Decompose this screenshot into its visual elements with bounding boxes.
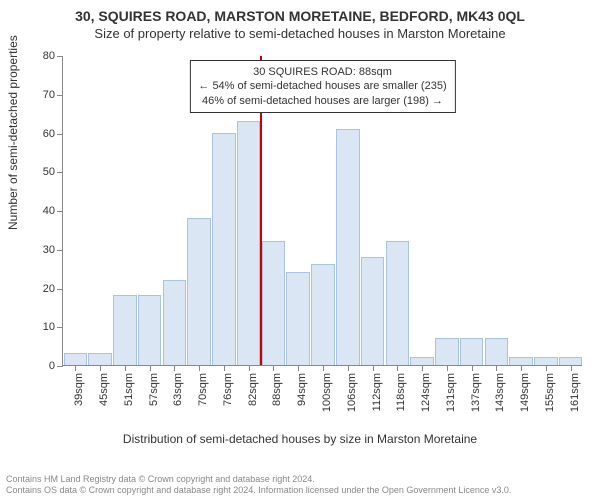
histogram-bar [286, 272, 310, 365]
histogram-bar [559, 357, 583, 365]
annotation-line-3: 46% of semi-detached houses are larger (… [198, 94, 446, 108]
histogram-bar [163, 280, 187, 365]
y-tick-label: 70 [43, 89, 63, 101]
y-tick-label: 20 [43, 283, 63, 295]
footer-attribution: Contains HM Land Registry data © Crown c… [6, 474, 511, 497]
y-tick-label: 0 [49, 360, 63, 372]
x-tick-label: 118sqm [395, 373, 407, 411]
x-tick-label: 106sqm [346, 373, 358, 412]
x-tick-label: 149sqm [519, 373, 531, 412]
footer-line-1: Contains HM Land Registry data © Crown c… [6, 474, 511, 485]
annotation-box: 30 SQUIRES ROAD: 88sqm ← 54% of semi-det… [189, 60, 455, 113]
x-tick [546, 365, 547, 371]
x-tick [249, 365, 250, 371]
histogram-bar [64, 353, 88, 365]
x-tick-label: 76sqm [222, 373, 234, 406]
x-tick-label: 124sqm [420, 373, 432, 412]
chart-title: 30, SQUIRES ROAD, MARSTON MORETAINE, BED… [0, 0, 600, 24]
x-tick-label: 88sqm [271, 373, 283, 406]
x-tick-label: 161sqm [569, 373, 581, 412]
x-tick [373, 365, 374, 371]
x-tick-label: 131sqm [445, 373, 457, 412]
histogram-bar [361, 257, 385, 366]
x-tick [521, 365, 522, 371]
y-tick-label: 10 [43, 321, 63, 333]
x-tick [174, 365, 175, 371]
x-tick [125, 365, 126, 371]
x-tick [298, 365, 299, 371]
x-tick-label: 137sqm [470, 373, 482, 412]
x-tick [496, 365, 497, 371]
x-axis-label: Distribution of semi-detached houses by … [0, 432, 600, 446]
annotation-line-1: 30 SQUIRES ROAD: 88sqm [198, 65, 446, 79]
histogram-bar [509, 357, 533, 365]
x-tick-label: 57sqm [148, 373, 160, 406]
histogram-bar [336, 129, 360, 365]
x-tick-label: 70sqm [197, 373, 209, 406]
chart-area: 30 SQUIRES ROAD: 88sqm ← 54% of semi-det… [46, 56, 586, 426]
x-tick [447, 365, 448, 371]
histogram-bar [534, 357, 558, 365]
x-tick [348, 365, 349, 371]
x-tick-label: 63sqm [172, 373, 184, 406]
x-tick-label: 94sqm [296, 373, 308, 406]
histogram-bar [386, 241, 410, 365]
y-tick-label: 80 [43, 50, 63, 62]
histogram-bar [138, 295, 162, 365]
x-tick [224, 365, 225, 371]
x-tick-label: 143sqm [494, 373, 506, 412]
annotation-line-2: ← 54% of semi-detached houses are smalle… [198, 79, 446, 93]
x-tick [100, 365, 101, 371]
x-tick [323, 365, 324, 371]
histogram-bar [435, 338, 459, 365]
y-tick-label: 60 [43, 128, 63, 140]
histogram-bar [311, 264, 335, 365]
x-tick [273, 365, 274, 371]
x-tick-label: 51sqm [123, 373, 135, 406]
y-axis-label: Number of semi-detached properties [6, 35, 20, 230]
histogram-bar [460, 338, 484, 365]
chart-subtitle: Size of property relative to semi-detach… [0, 24, 600, 41]
x-tick-label: 100sqm [321, 373, 333, 412]
x-tick-label: 45sqm [98, 373, 110, 406]
x-tick [571, 365, 572, 371]
y-tick-label: 40 [43, 205, 63, 217]
x-tick [199, 365, 200, 371]
histogram-bar [88, 353, 112, 365]
histogram-bar [212, 133, 236, 366]
histogram-bar [410, 357, 434, 365]
plot-region: 30 SQUIRES ROAD: 88sqm ← 54% of semi-det… [62, 56, 582, 366]
x-tick [397, 365, 398, 371]
histogram-bar [485, 338, 509, 365]
x-tick [75, 365, 76, 371]
footer-line-2: Contains OS data © Crown copyright and d… [6, 485, 511, 496]
histogram-bar [262, 241, 286, 365]
x-tick-label: 82sqm [247, 373, 259, 406]
x-tick-label: 155sqm [544, 373, 556, 412]
y-tick-label: 30 [43, 244, 63, 256]
histogram-bar [113, 295, 137, 365]
histogram-bar [187, 218, 211, 365]
x-tick-label: 112sqm [371, 373, 383, 411]
x-tick-label: 39sqm [73, 373, 85, 406]
x-tick [150, 365, 151, 371]
x-tick [472, 365, 473, 371]
y-tick-label: 50 [43, 166, 63, 178]
histogram-bar [237, 121, 261, 365]
x-tick [422, 365, 423, 371]
